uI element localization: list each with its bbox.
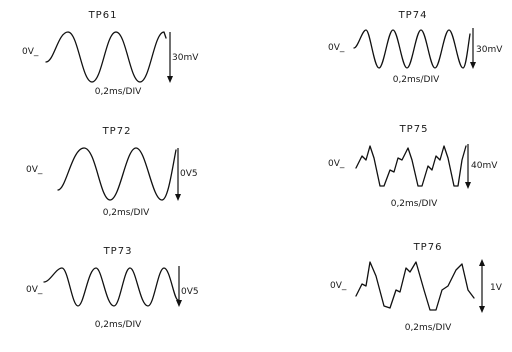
waveform-tp75: TP75 0V_ 40mV 0,2ms/DIV [328,124,498,209]
tp75-arrowhead [465,182,471,189]
tp73-trace [43,267,179,307]
tp73-label: TP73 [103,246,133,257]
tp61-zero-label: 0V_ [22,47,39,57]
tp61-arrowhead [167,76,173,83]
tp74-arrowhead [470,62,476,69]
waveform-tp74: TP74 0V_ 30mV 0,2ms/DIV [328,10,503,85]
tp72-trace [57,147,177,201]
tp74-amplitude-label: 30mV [476,45,503,55]
tp76-amplitude-label: 1V [490,283,503,293]
tp61-timebase-label: 0,2ms/DIV [95,87,142,97]
tp76-zero-label: 0V_ [330,281,347,291]
tp75-trace [355,145,467,187]
tp76-trace [355,261,475,311]
tp72-zero-label: 0V_ [26,165,43,175]
tp61-trace [45,31,167,83]
tp76-arrowhead [479,306,485,313]
tp73-amplitude-label: 0V5 [181,287,199,297]
tp72-arrowhead [175,194,181,201]
tp76-timebase-label: 0,2ms/DIV [405,323,452,333]
tp61-label: TP61 [88,10,118,21]
tp61-amplitude-label: 30mV [172,53,199,63]
tp74-zero-label: 0V_ [328,43,345,53]
waveform-tp61: TP61 0V_ 30mV 0,2ms/DIV [22,10,199,97]
tp75-timebase-label: 0,2ms/DIV [391,199,438,209]
tp72-amplitude-label: 0V5 [180,169,198,179]
tp72-timebase-label: 0,2ms/DIV [103,208,150,218]
tp72-label: TP72 [102,126,132,137]
tp73-zero-label: 0V_ [26,285,43,295]
waveform-tp76: TP76 0V_ 1V 0,2ms/DIV [330,242,503,333]
tp74-trace [353,29,471,69]
waveform-tp73: TP73 0V_ 0V5 0,2ms/DIV [26,246,199,330]
tp76-arrowhead-top [479,259,485,266]
tp75-amplitude-label: 40mV [471,161,498,171]
tp73-arrowhead [176,300,182,307]
tp75-label: TP75 [399,124,429,135]
tp74-timebase-label: 0,2ms/DIV [393,75,440,85]
waveform-tp72: TP72 0V_ 0V5 0,2ms/DIV [26,126,198,218]
tp73-timebase-label: 0,2ms/DIV [95,320,142,330]
tp75-zero-label: 0V_ [328,159,345,169]
tp76-label: TP76 [413,242,443,253]
tp74-label: TP74 [398,10,428,21]
